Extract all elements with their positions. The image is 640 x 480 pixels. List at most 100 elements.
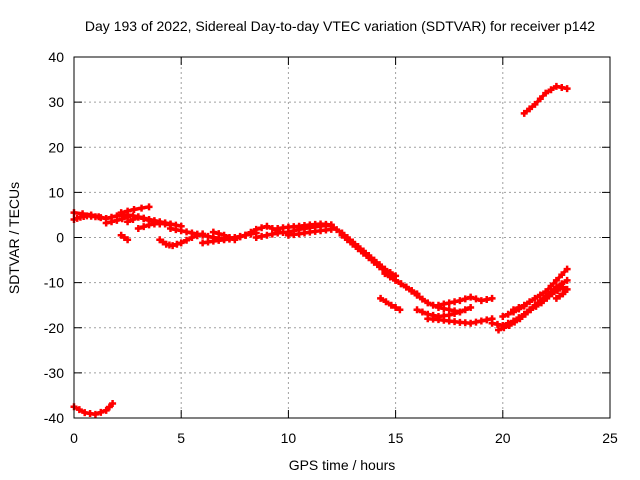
- series-arc-p: [284, 225, 335, 239]
- data-point: [220, 231, 228, 239]
- data-point: [499, 312, 507, 320]
- y-tick-label: -30: [44, 365, 64, 381]
- data-point: [236, 233, 244, 241]
- data-point: [424, 299, 432, 307]
- data-point: [370, 258, 378, 266]
- data-point: [413, 291, 421, 299]
- data-point: [392, 276, 400, 284]
- data-point: [231, 236, 239, 244]
- series-arc-l: [209, 228, 239, 244]
- data-point: [547, 86, 555, 94]
- data-point: [382, 298, 390, 306]
- data-point: [456, 308, 464, 316]
- data-point: [387, 301, 395, 309]
- data-point: [333, 226, 341, 234]
- data-point: [343, 236, 351, 244]
- series-arc-d: [102, 213, 132, 227]
- data-point: [547, 282, 555, 290]
- data-point: [504, 310, 512, 318]
- series-arc-f: [117, 231, 132, 244]
- data-point: [134, 224, 142, 232]
- plot-area: [70, 82, 571, 418]
- series-arc-i: [156, 230, 207, 250]
- data-point: [520, 109, 528, 117]
- data-point: [461, 295, 469, 303]
- data-point: [215, 230, 223, 238]
- data-point: [461, 306, 469, 314]
- data-point: [365, 254, 373, 262]
- data-point: [145, 203, 153, 211]
- data-point: [338, 231, 346, 239]
- data-point: [177, 239, 185, 247]
- data-point: [456, 297, 464, 305]
- data-point: [472, 295, 480, 303]
- series-arc-ab: [552, 285, 571, 302]
- data-point: [548, 290, 556, 298]
- x-tick-label: 10: [281, 430, 297, 446]
- series-arc-ac: [520, 82, 571, 117]
- data-point: [526, 298, 534, 306]
- data-point: [95, 213, 103, 221]
- data-point: [87, 211, 95, 219]
- data-point: [521, 310, 529, 318]
- data-point: [173, 240, 181, 248]
- data-point: [102, 219, 110, 227]
- series-arc-v: [434, 293, 496, 309]
- data-point: [563, 276, 571, 284]
- data-point: [396, 306, 404, 314]
- series-arc-y: [495, 283, 567, 334]
- data-point: [516, 315, 524, 323]
- data-point: [553, 287, 561, 295]
- chart-title: Day 193 of 2022, Sidereal Day-to-day VTE…: [85, 18, 595, 34]
- data-point: [552, 276, 560, 284]
- data-point: [542, 89, 550, 97]
- data-point: [117, 209, 125, 217]
- x-axis-label: GPS time / hours: [289, 457, 396, 473]
- data-point: [377, 294, 385, 302]
- data-point: [511, 318, 519, 326]
- data-point: [349, 240, 357, 248]
- data-point: [386, 273, 394, 281]
- data-point: [543, 294, 551, 302]
- data-point: [536, 291, 544, 299]
- data-point: [75, 406, 83, 414]
- data-point: [252, 225, 260, 233]
- series-arc-a: [70, 400, 117, 418]
- data-point: [124, 218, 132, 226]
- data-point: [169, 242, 177, 250]
- data-point: [527, 306, 535, 314]
- data-point: [130, 206, 138, 214]
- data-point: [402, 283, 410, 291]
- data-point: [418, 308, 426, 316]
- x-tick-label: 15: [388, 430, 404, 446]
- data-point: [124, 207, 132, 215]
- data-point: [559, 283, 567, 291]
- series-arc-aa: [499, 302, 528, 320]
- data-point: [134, 213, 142, 221]
- data-point: [376, 263, 384, 271]
- data-point: [129, 215, 137, 223]
- data-point: [209, 228, 217, 236]
- series-arc-e: [117, 203, 153, 217]
- y-tick-label: -20: [44, 320, 64, 336]
- data-point: [510, 308, 518, 316]
- data-point: [526, 105, 534, 113]
- y-tick-label: -40: [44, 410, 64, 426]
- data-point: [445, 311, 453, 319]
- series-arc-o: [274, 220, 335, 232]
- data-point: [451, 310, 459, 318]
- data-point: [563, 85, 571, 93]
- data-point: [79, 210, 87, 218]
- y-tick-label: 0: [56, 230, 64, 246]
- data-point: [536, 95, 544, 103]
- data-point: [108, 218, 116, 226]
- data-point: [138, 204, 146, 212]
- y-tick-label: 40: [48, 49, 64, 65]
- data-point: [124, 236, 132, 244]
- data-point: [359, 249, 367, 257]
- data-point: [242, 231, 250, 239]
- data-point: [563, 285, 571, 293]
- data-point: [531, 294, 539, 302]
